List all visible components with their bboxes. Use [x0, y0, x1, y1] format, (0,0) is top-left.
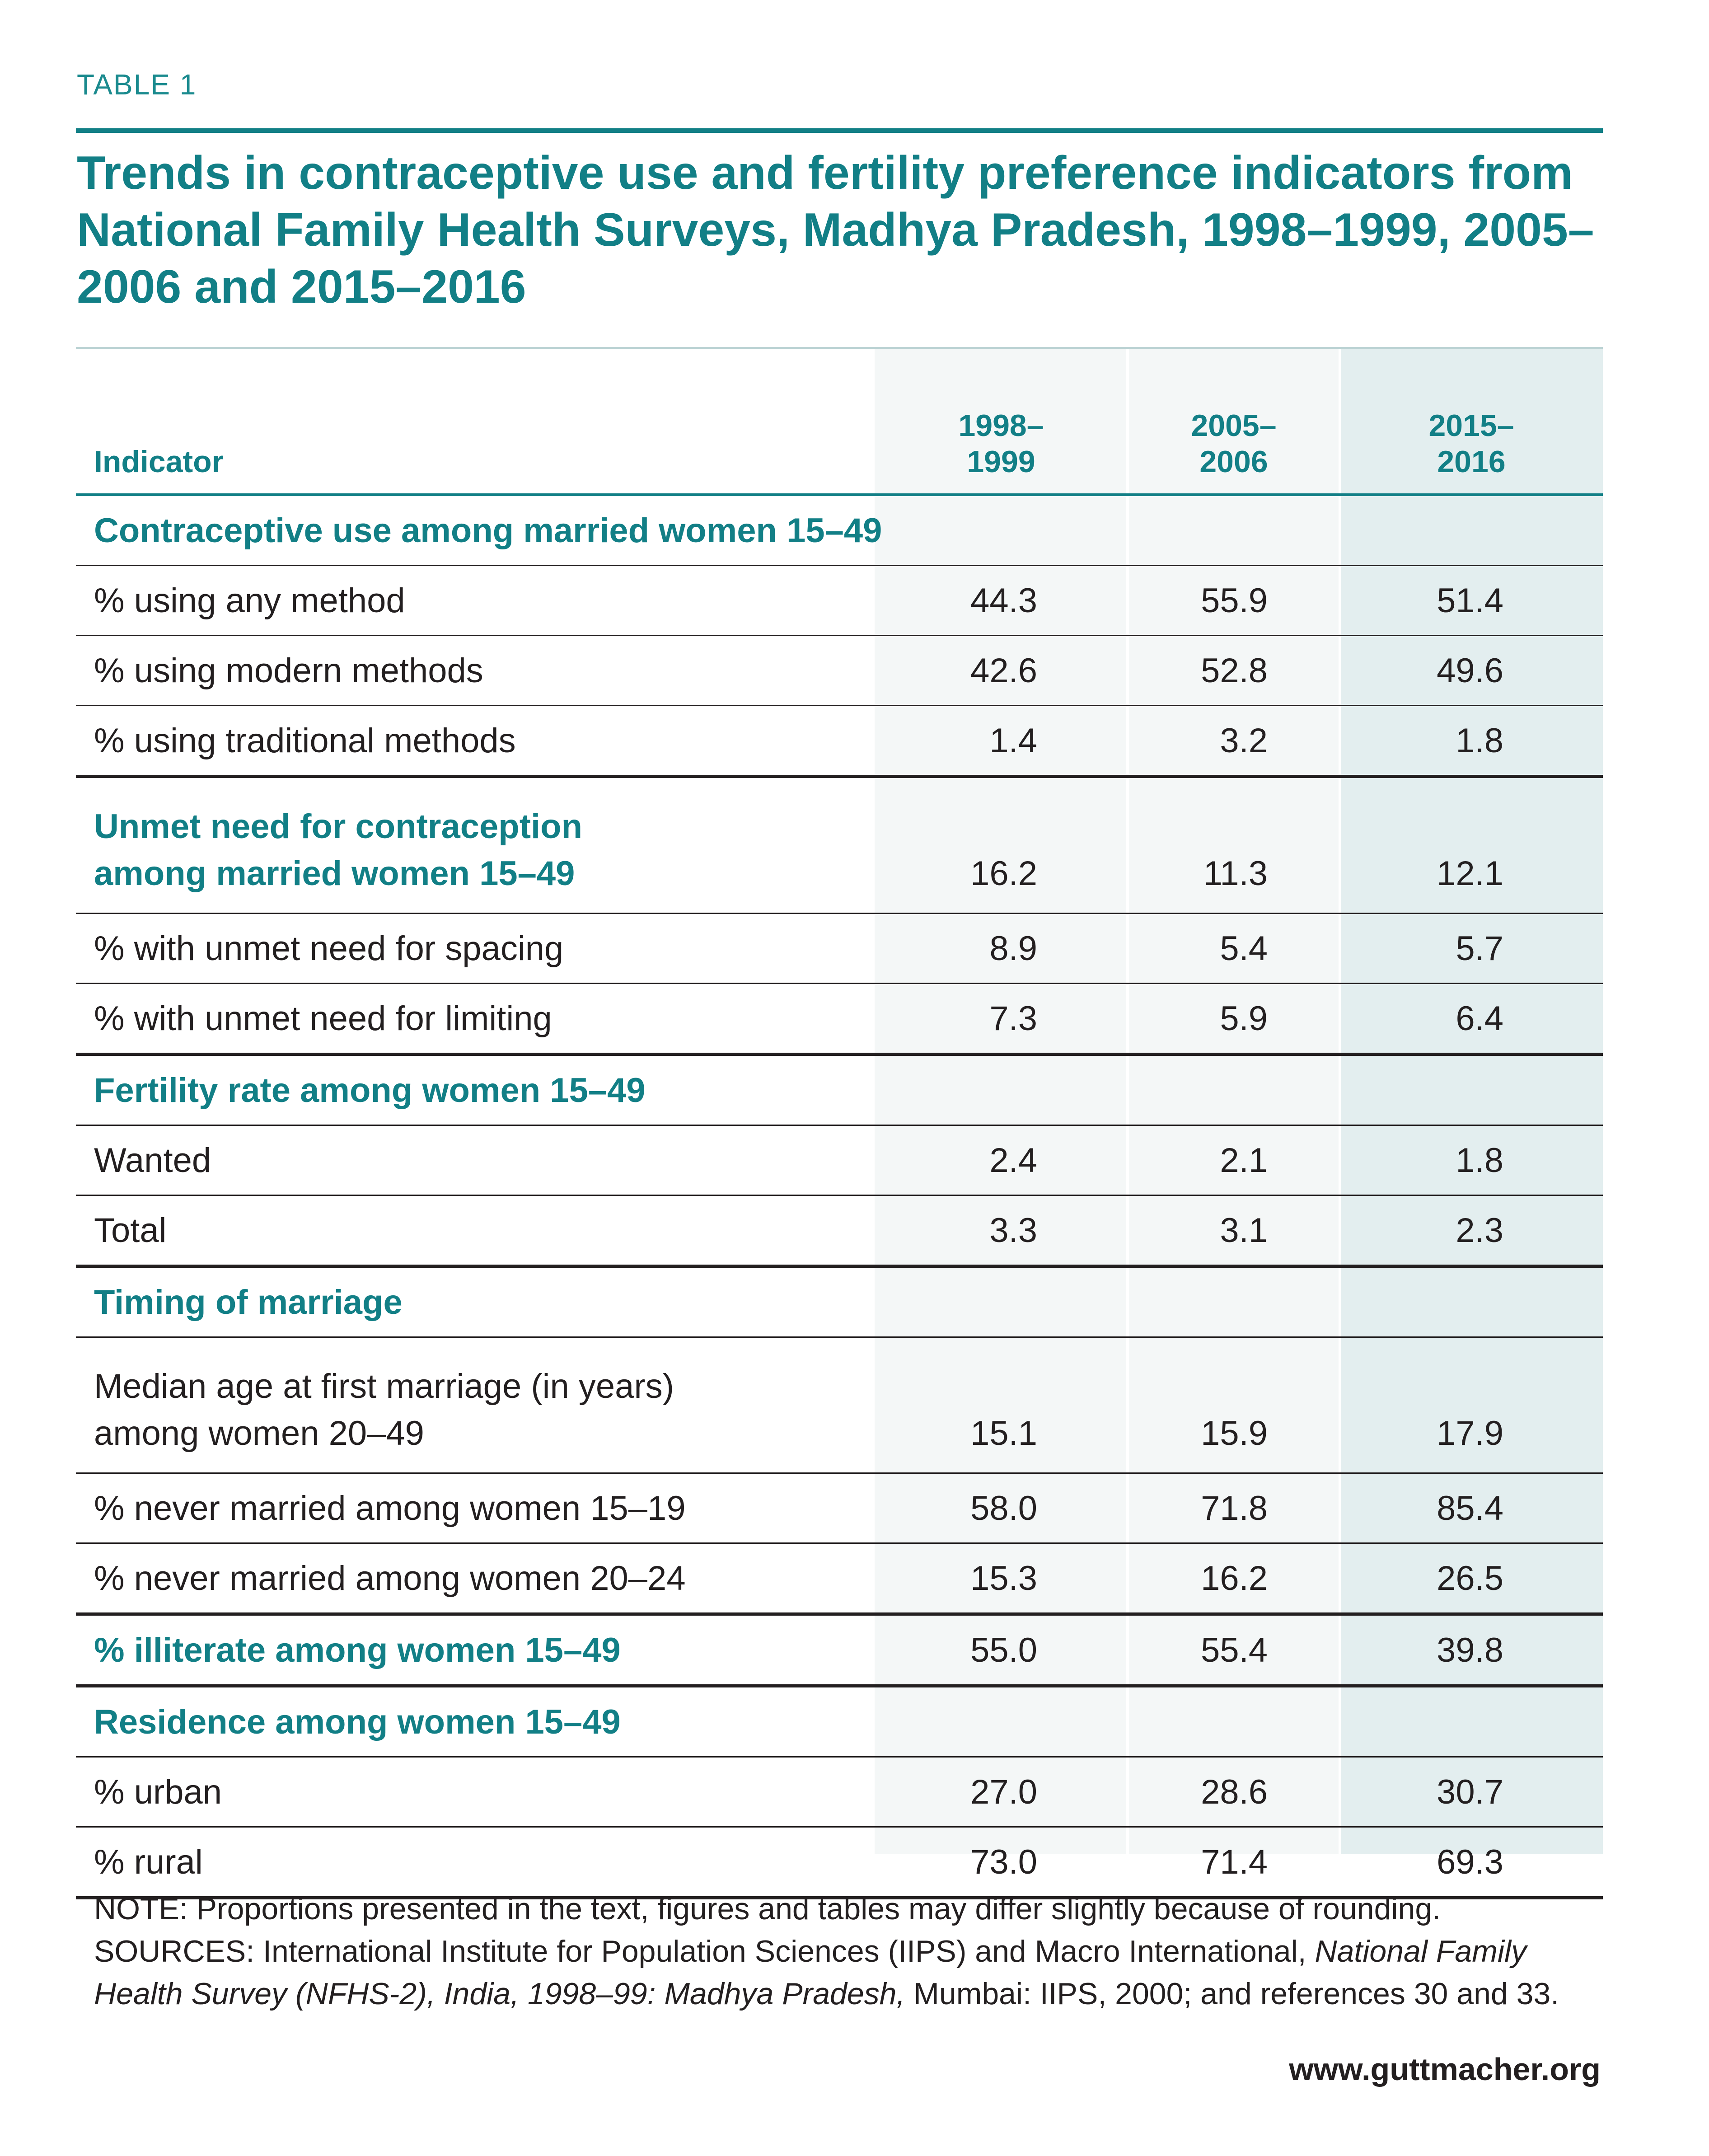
cell-value: 17.9 — [1340, 1337, 1603, 1474]
cell-value: 27.0 — [875, 1757, 1128, 1828]
table-label: TABLE 1 — [77, 68, 197, 101]
cell-value: 15.1 — [875, 1337, 1128, 1474]
table-row: % using modern methods 42.6 52.8 49.6 — [76, 635, 1603, 706]
cell-value: 7.3 — [875, 983, 1128, 1056]
cell-value: 58.0 — [875, 1473, 1128, 1544]
cell-value: 55.4 — [1128, 1614, 1340, 1687]
table-row: % using traditional methods 1.4 3.2 1.8 — [76, 705, 1603, 778]
cell-value: 11.3 — [1128, 776, 1340, 914]
row-label: % never married among women 15–19 — [76, 1473, 875, 1544]
cell-value: 5.9 — [1128, 983, 1340, 1056]
cell-value: 5.4 — [1128, 913, 1340, 984]
cell-value: 1.8 — [1340, 705, 1603, 778]
section-heading: % illiterate among women 15–49 — [76, 1614, 875, 1687]
table-row: % with unmet need for spacing 8.9 5.4 5.… — [76, 913, 1603, 984]
cell-value: 55.0 — [875, 1614, 1128, 1687]
section-row: Contraceptive use among married women 15… — [76, 495, 1603, 566]
section-heading: Timing of marriage — [76, 1266, 1603, 1338]
section-heading: Unmet need for contraception among marrie… — [76, 776, 875, 914]
cell-value: 2.1 — [1128, 1125, 1340, 1196]
table-row: % rural 73.0 71.4 69.3 — [76, 1827, 1603, 1899]
row-label: % using any method — [76, 565, 875, 636]
row-label: % using modern methods — [76, 635, 875, 706]
section-heading: Residence among women 15–49 — [76, 1686, 1603, 1758]
cell-value: 8.9 — [875, 913, 1128, 984]
cell-value: 51.4 — [1340, 565, 1603, 636]
table-note: NOTE: Proportions presented in the text,… — [94, 1892, 1559, 2011]
table-row: % never married among women 20–24 15.3 1… — [76, 1543, 1603, 1616]
cell-value: 2.4 — [875, 1125, 1128, 1196]
cell-value: 71.4 — [1128, 1827, 1340, 1899]
cell-value: 49.6 — [1340, 635, 1603, 706]
section-heading: Fertility rate among women 15–49 — [76, 1054, 1603, 1126]
website-link[interactable]: www.guttmacher.org — [1289, 2052, 1601, 2087]
table-row: Total 3.3 3.1 2.3 — [76, 1195, 1603, 1268]
header-col-2: 2005– 2006 — [1128, 349, 1340, 496]
header-row: Indicator 1998– 1999 2005– 2006 2015– 2016 — [76, 349, 1603, 496]
row-label: Median age at first marriage (in years) a… — [76, 1337, 875, 1474]
cell-value: 52.8 — [1128, 635, 1340, 706]
cell-value: 73.0 — [875, 1827, 1128, 1899]
row-label: Total — [76, 1195, 875, 1268]
cell-value: 16.2 — [1128, 1543, 1340, 1616]
cell-value: 85.4 — [1340, 1473, 1603, 1544]
cell-value: 12.1 — [1340, 776, 1603, 914]
data-table: Indicator 1998– 1999 2005– 2006 2015– 2016 … — [76, 349, 1603, 1899]
cell-value: 15.9 — [1128, 1337, 1340, 1474]
table-row: % using any method 44.3 55.9 51.4 — [76, 565, 1603, 636]
cell-value: 26.5 — [1340, 1543, 1603, 1616]
cell-value: 16.2 — [875, 776, 1128, 914]
table-row: % urban 27.0 28.6 30.7 — [76, 1757, 1603, 1828]
cell-value: 30.7 — [1340, 1757, 1603, 1828]
cell-value: 3.1 — [1128, 1195, 1340, 1268]
section-row: Timing of marriage — [76, 1266, 1603, 1338]
cell-value: 1.8 — [1340, 1125, 1603, 1196]
section-row: Unmet need for contraception among marrie… — [76, 776, 1603, 914]
section-row: Fertility rate among women 15–49 — [76, 1054, 1603, 1126]
table-row: Median age at first marriage (in years) a… — [76, 1337, 1603, 1474]
cell-value: 44.3 — [875, 565, 1128, 636]
table-row: % never married among women 15–19 58.0 7… — [76, 1473, 1603, 1544]
cell-value: 5.7 — [1340, 913, 1603, 984]
cell-value: 39.8 — [1340, 1614, 1603, 1687]
title-rule — [76, 347, 1603, 349]
cell-value: 69.3 — [1340, 1827, 1603, 1899]
cell-value: 3.2 — [1128, 705, 1340, 778]
header-col-1: 1998– 1999 — [875, 349, 1128, 496]
row-label: % with unmet need for spacing — [76, 913, 875, 984]
source-title: National Family Health Survey (NFHS-2), … — [94, 1934, 1527, 2011]
row-label: % rural — [76, 1827, 875, 1899]
row-label: % with unmet need for limiting — [76, 983, 875, 1056]
cell-value: 28.6 — [1128, 1757, 1340, 1828]
row-label: % never married among women 20–24 — [76, 1543, 875, 1616]
header-indicator: Indicator — [76, 349, 875, 496]
row-label: % using traditional methods — [76, 705, 875, 778]
row-label: Wanted — [76, 1125, 875, 1196]
table-row: Wanted 2.4 2.1 1.8 — [76, 1125, 1603, 1196]
top-rule — [76, 128, 1603, 133]
section-row: Residence among women 15–49 — [76, 1686, 1603, 1758]
cell-value: 71.8 — [1128, 1473, 1340, 1544]
table-title: Trends in contraceptive use and fertilit… — [77, 147, 1594, 313]
cell-value: 15.3 — [875, 1543, 1128, 1616]
cell-value: 3.3 — [875, 1195, 1128, 1268]
cell-value: 2.3 — [1340, 1195, 1603, 1268]
cell-value: 6.4 — [1340, 983, 1603, 1056]
cell-value: 55.9 — [1128, 565, 1340, 636]
cell-value: 1.4 — [875, 705, 1128, 778]
row-label: % urban — [76, 1757, 875, 1828]
section-heading: Contraceptive use among married women 15… — [76, 495, 1603, 566]
section-row: % illiterate among women 15–49 55.0 55.4… — [76, 1614, 1603, 1687]
cell-value: 42.6 — [875, 635, 1128, 706]
header-col-3: 2015– 2016 — [1340, 349, 1603, 496]
table-row: % with unmet need for limiting 7.3 5.9 6… — [76, 983, 1603, 1056]
